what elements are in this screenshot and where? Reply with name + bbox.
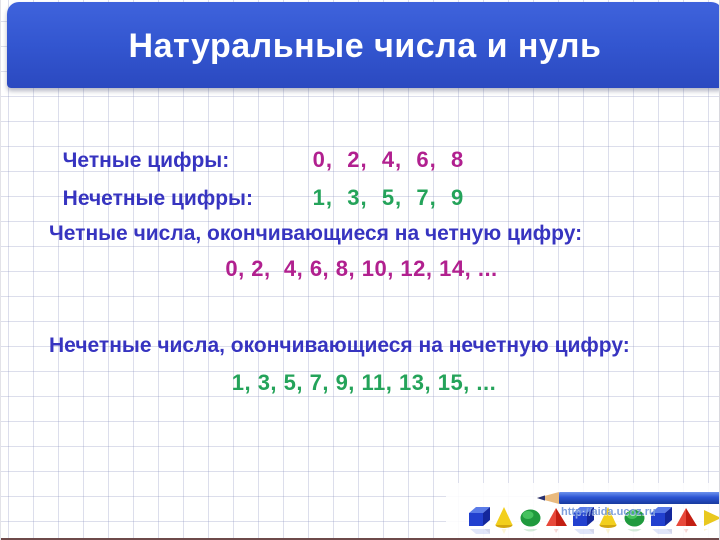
yellow-arrow-icon — [700, 529, 719, 539]
blue-cube-icon — [466, 529, 491, 539]
red-pyramid-icon — [674, 502, 699, 530]
slide-title: Натуральные числа и нуль — [128, 26, 602, 65]
even-digits-row: Четные цифры: 0, 2, 4, 6, 8 — [36, 103, 464, 172]
red-pyramid-icon — [544, 502, 569, 530]
digit-definitions: Четные цифры: 0, 2, 4, 6, 8 Нечетные цифр… — [36, 103, 464, 210]
green-sphere-icon — [622, 502, 647, 530]
odd-digits-row: Нечетные цифры: 1, 3, 5, 7, 9 — [36, 141, 464, 210]
green-sphere-icon — [622, 529, 647, 539]
odd-numbers-section: Нечетные числа, окончивающиеся на нечетн… — [49, 332, 649, 396]
odd-digits-values: 1, 3, 5, 7, 9 — [312, 185, 465, 210]
yellow-arrow-icon — [700, 502, 719, 530]
blue-cube-icon — [570, 529, 595, 539]
blue-cube-icon — [466, 502, 491, 530]
even-digits-label: Четные цифры: — [62, 149, 230, 172]
red-pyramid-icon — [544, 529, 569, 539]
blue-cube-icon — [648, 529, 673, 539]
yellow-cone-icon — [492, 502, 517, 530]
odd-numbers-sequence: 1, 3, 5, 7, 9, 11, 13, 15, ... — [231, 370, 497, 395]
blue-cube-icon — [648, 502, 673, 530]
pencil-icon — [531, 491, 719, 510]
yellow-cone-icon — [596, 502, 621, 530]
even-digits-values: 0, 2, 4, 6, 8 — [312, 147, 465, 172]
footer-decoration: http://aida.ucoz.ru — [446, 483, 719, 539]
shapes-reflection — [466, 529, 719, 539]
watermark-url: http://aida.ucoz.ru — [561, 506, 656, 518]
geometric-shapes-row — [466, 502, 719, 530]
even-numbers-section: Четные числа, окончивающиеся на четную ц… — [49, 220, 674, 282]
green-sphere-icon — [518, 502, 543, 530]
yellow-cone-icon — [596, 529, 621, 539]
even-numbers-heading: Четные числа, окончивающиеся на четную ц… — [49, 222, 583, 245]
blue-cube-icon — [570, 502, 595, 530]
red-pyramid-icon — [674, 529, 699, 539]
even-numbers-sequence: 0, 2, 4, 6, 8, 10, 12, 14, ... — [225, 256, 498, 281]
yellow-cone-icon — [492, 529, 517, 539]
odd-numbers-heading: Нечетные числа, окончивающиеся на нечетн… — [49, 334, 630, 357]
green-sphere-icon — [518, 529, 543, 539]
title-banner: Натуральные числа и нуль — [7, 2, 719, 88]
odd-digits-label: Нечетные цифры: — [62, 187, 253, 210]
